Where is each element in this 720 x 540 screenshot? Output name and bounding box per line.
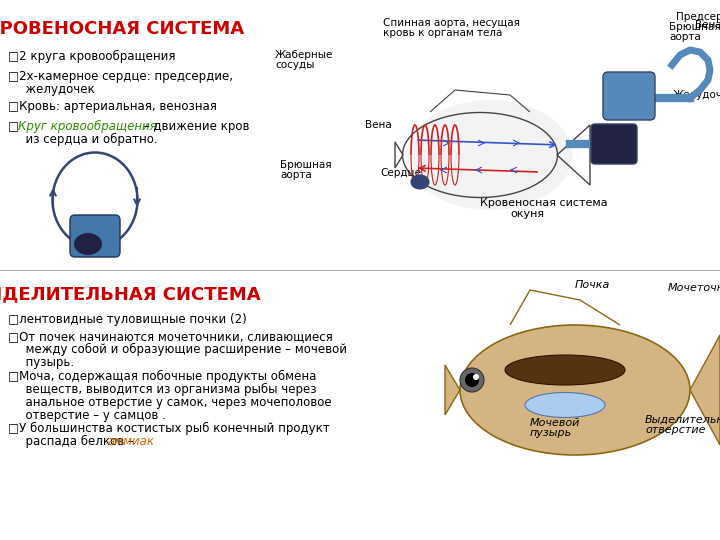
Text: Вена: Вена [365, 120, 392, 130]
Polygon shape [445, 365, 460, 415]
Ellipse shape [408, 100, 572, 210]
Text: Спинная аорта, несущая: Спинная аорта, несущая [383, 18, 520, 28]
Ellipse shape [525, 393, 605, 417]
Text: □Кровь: артериальная, венозная: □Кровь: артериальная, венозная [8, 100, 217, 113]
Text: □2 круга кровообращения: □2 круга кровообращения [8, 50, 176, 63]
Text: Предсердие: Предсердие [676, 12, 720, 22]
Text: Брюшная: Брюшная [669, 22, 720, 32]
Text: КРОВЕНОСНАЯ СИСТЕМА: КРОВЕНОСНАЯ СИСТЕМА [0, 20, 245, 38]
Text: ВЫДЕЛИТЕЛЬНАЯ СИСТЕМА: ВЫДЕЛИТЕЛЬНАЯ СИСТЕМА [0, 285, 261, 303]
Text: анальное отверстие у самок, через мочеполовое: анальное отверстие у самок, через мочепо… [18, 396, 332, 409]
Text: сосуды: сосуды [275, 60, 315, 70]
Text: отверстие: отверстие [645, 425, 706, 435]
Text: Сердце: Сердце [380, 168, 421, 178]
Ellipse shape [460, 325, 690, 455]
Text: Круг кровообращения: Круг кровообращения [18, 120, 157, 133]
Text: Желудочек: Желудочек [673, 90, 720, 100]
Text: Брюшная: Брюшная [280, 160, 332, 170]
Text: Выделительное: Выделительное [645, 415, 720, 425]
FancyBboxPatch shape [70, 215, 120, 257]
Text: Мочевой: Мочевой [530, 418, 580, 428]
FancyBboxPatch shape [591, 124, 637, 164]
Text: □Моча, содержащая побочные продукты обмена: □Моча, содержащая побочные продукты обме… [8, 370, 316, 383]
Text: окуня: окуня [510, 209, 544, 219]
FancyBboxPatch shape [603, 72, 655, 120]
Ellipse shape [74, 233, 102, 255]
Text: аорта: аорта [280, 170, 312, 180]
Text: Почка: Почка [575, 280, 611, 290]
Text: □2х-камерное сердце: предсердие,: □2х-камерное сердце: предсердие, [8, 70, 233, 83]
Text: пузырь.: пузырь. [18, 356, 74, 369]
Text: Мочеточник: Мочеточник [668, 283, 720, 293]
Text: между собой и образующие расширение – мочевой: между собой и образующие расширение – мо… [18, 343, 347, 356]
Text: отверстие – у самцов .: отверстие – у самцов . [18, 409, 166, 422]
Ellipse shape [505, 355, 625, 385]
Text: пузырь: пузырь [530, 428, 572, 438]
Text: распада белков –: распада белков – [18, 435, 138, 448]
Circle shape [460, 368, 484, 392]
Text: □От почек начинаются мочеточники, сливающиеся: □От почек начинаются мочеточники, сливаю… [8, 330, 333, 343]
Ellipse shape [411, 175, 429, 189]
Text: аорта: аорта [669, 32, 701, 42]
Text: Жаберные: Жаберные [275, 50, 333, 60]
Polygon shape [690, 335, 720, 445]
Text: желудочек: желудочек [18, 83, 95, 96]
Circle shape [473, 374, 479, 380]
Text: аммиак: аммиак [108, 435, 155, 448]
Text: □лентовидные туловищные почки (2): □лентовидные туловищные почки (2) [8, 313, 247, 326]
Circle shape [465, 373, 479, 387]
Text: – движение кров: – движение кров [140, 120, 250, 133]
Text: веществ, выводится из организма рыбы через: веществ, выводится из организма рыбы чер… [18, 383, 317, 396]
Text: из сердца и обратно.: из сердца и обратно. [18, 133, 158, 146]
Text: □У большинства костистых рыб конечный продукт: □У большинства костистых рыб конечный пр… [8, 422, 330, 435]
Text: Кровеносная система: Кровеносная система [480, 198, 608, 208]
Text: кровь к органам тела: кровь к органам тела [383, 28, 503, 38]
Text: Вена: Вена [695, 20, 720, 30]
Text: □: □ [8, 120, 19, 133]
